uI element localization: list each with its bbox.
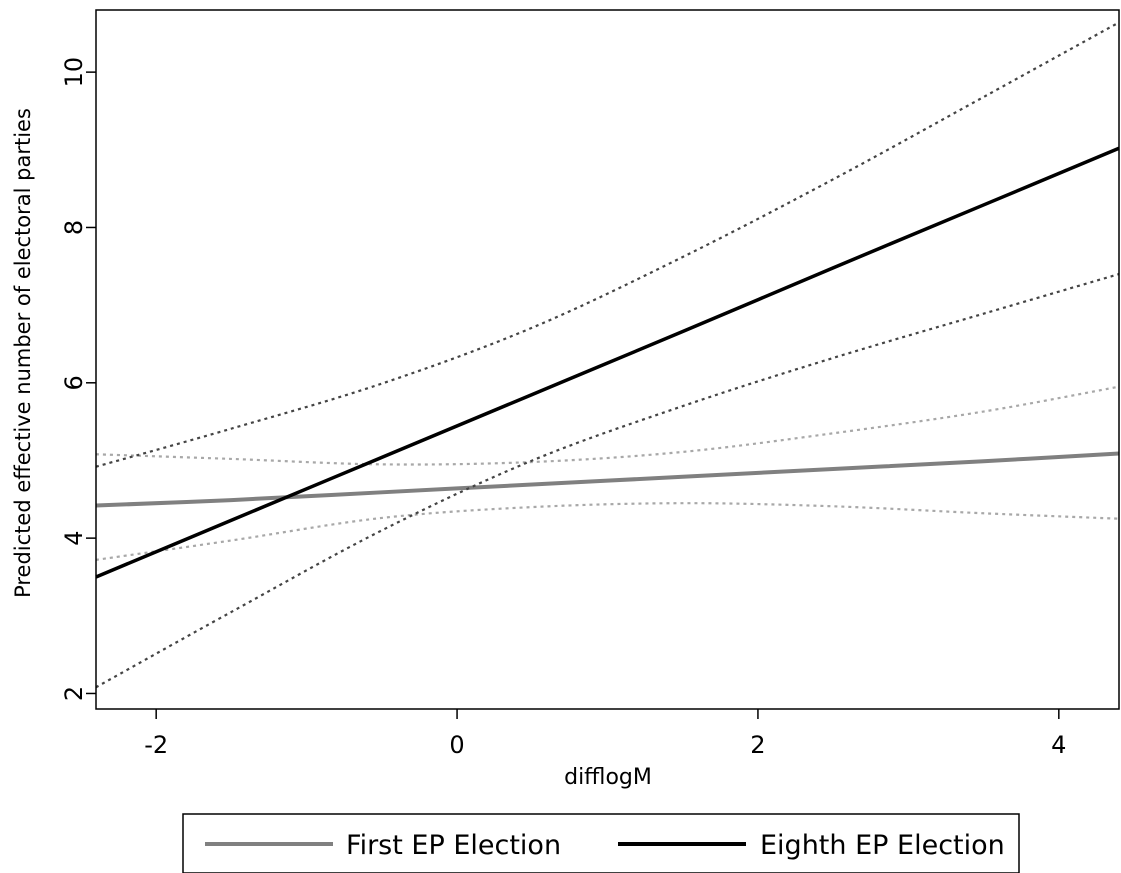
x-tick-label: -2 bbox=[144, 731, 168, 759]
y-tick-label: 10 bbox=[60, 57, 88, 88]
series-1-ci-lower bbox=[95, 273, 1120, 689]
series-0-ci-upper bbox=[95, 385, 1120, 466]
x-axis: -2 0 2 4 bbox=[144, 709, 1066, 759]
y-tick-label: 2 bbox=[60, 686, 88, 701]
series-0-line bbox=[95, 451, 1120, 508]
series-0 bbox=[95, 385, 1120, 561]
series-0-ci-lower bbox=[95, 502, 1120, 561]
x-tick-label: 0 bbox=[449, 731, 464, 759]
x-axis-title: difflogM bbox=[564, 765, 652, 790]
y-tick-label: 8 bbox=[60, 220, 88, 235]
x-tick-label: 4 bbox=[1051, 731, 1066, 759]
series-1 bbox=[95, 21, 1120, 689]
x-tick-label: 2 bbox=[750, 731, 765, 759]
series-1-ci-upper bbox=[95, 21, 1120, 468]
legend: First EP Election Eighth EP Election bbox=[182, 813, 1020, 873]
y-tick-label: 6 bbox=[60, 375, 88, 390]
plot-area bbox=[95, 21, 1120, 689]
y-axis-title: Predicted effective number of electoral … bbox=[11, 108, 35, 598]
series-1-line bbox=[95, 146, 1120, 579]
y-axis: 2 4 6 8 10 bbox=[60, 57, 96, 701]
plot-frame bbox=[95, 9, 1120, 710]
y-tick-label: 4 bbox=[60, 530, 88, 545]
legend-label-first: First EP Election bbox=[346, 830, 561, 861]
legend-label-eighth: Eighth EP Election bbox=[760, 830, 1005, 861]
